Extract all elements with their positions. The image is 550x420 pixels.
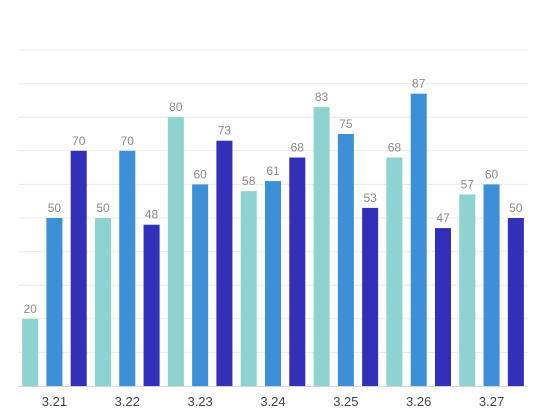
- data-label: 47: [436, 211, 450, 225]
- data-label: 83: [315, 90, 329, 104]
- x-tick-label: 3.21: [42, 394, 67, 409]
- data-label: 50: [48, 201, 62, 215]
- data-label: 58: [242, 174, 256, 188]
- bar-3.23-s2: [192, 184, 209, 386]
- bar-3.24-s3: [289, 157, 306, 386]
- bar-3.22-s1: [94, 218, 112, 386]
- bar-3.25-s1: [313, 107, 330, 387]
- data-label: 70: [72, 134, 86, 148]
- bar-3.25-s2: [337, 134, 354, 386]
- x-tick-label: 3.26: [406, 394, 431, 409]
- data-label: 75: [339, 117, 353, 131]
- x-tick-label: 3.27: [479, 394, 504, 409]
- data-label: 57: [461, 177, 475, 191]
- bar-3.26-s2: [410, 93, 427, 387]
- data-label: 20: [23, 302, 37, 316]
- bars: [22, 93, 524, 387]
- bar-3.24-s1: [240, 191, 257, 386]
- data-label: 87: [412, 77, 426, 91]
- x-tick-label: 3.23: [187, 394, 212, 409]
- x-axis: 3.21 3.22 3.23 3.24 3.25 3.26 3.27: [18, 386, 528, 409]
- bar-3.22-s3: [143, 224, 160, 386]
- bar-3.27-s2: [483, 184, 500, 386]
- bar-3.22-s2: [119, 150, 136, 386]
- x-tick-label: 3.24: [260, 394, 285, 409]
- bar-3.21-s1: [22, 318, 39, 386]
- bar-3.21-s3: [70, 150, 87, 386]
- data-labels: 20 50 70 50 70 48 80 60 73 58 61 68 83 75 53 68 87 47 57 60…: [23, 77, 522, 316]
- data-label: 50: [509, 201, 523, 215]
- bar-3.24-s2: [264, 181, 282, 386]
- data-label: 60: [485, 167, 499, 181]
- bar-3.23-s3: [216, 140, 233, 386]
- bar-3.26-s3: [434, 228, 452, 386]
- x-tick-label: 3.22: [115, 394, 140, 409]
- data-label: 53: [363, 191, 377, 205]
- bar-3.23-s1: [167, 117, 184, 386]
- bar-3.25-s3: [362, 207, 379, 386]
- data-label: 70: [121, 134, 135, 148]
- data-label: 61: [266, 164, 280, 178]
- x-tick-label: 3.25: [333, 394, 358, 409]
- bar-3.27-s1: [459, 194, 476, 386]
- bar-3.26-s1: [386, 157, 403, 386]
- data-label: 80: [169, 100, 183, 114]
- data-label: 68: [388, 141, 402, 155]
- data-label: 73: [218, 124, 232, 138]
- data-label: 68: [291, 141, 305, 155]
- bar-3.27-s3: [507, 218, 524, 386]
- bar-3.21-s2: [46, 218, 63, 386]
- data-label: 60: [193, 167, 207, 181]
- data-label: 48: [145, 208, 159, 222]
- data-label: 50: [96, 201, 110, 215]
